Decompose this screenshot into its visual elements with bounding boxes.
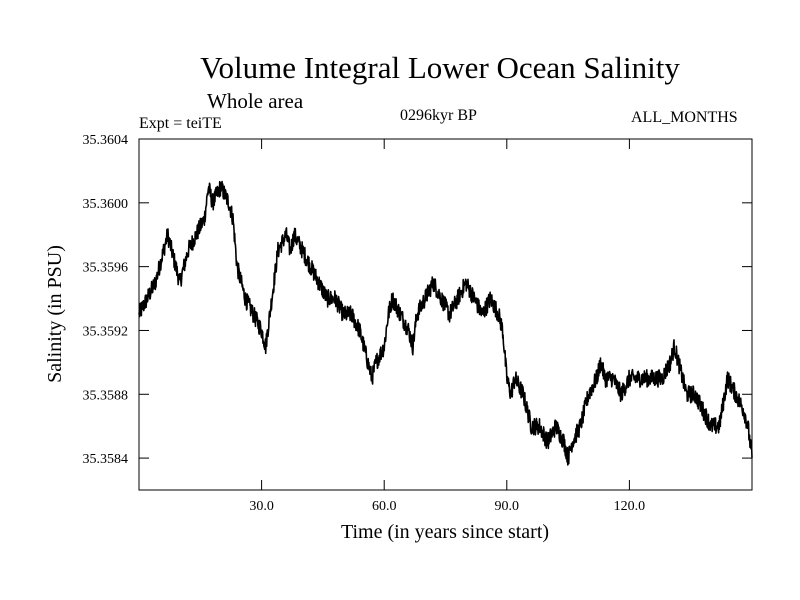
plot-frame bbox=[138, 138, 753, 491]
y-axis-label: Salinity (in PSU) bbox=[44, 245, 66, 383]
ticks-layer: 35.3584 35.3588 35.3592 35.3596 35.3600 35.36… bbox=[83, 133, 752, 514]
y-tick-label: 35.3600 bbox=[83, 197, 129, 212]
x-tick-label: 90.0 bbox=[495, 499, 520, 514]
x-tick-label: 30.0 bbox=[249, 499, 274, 514]
chart-subtitle: Whole area bbox=[207, 89, 304, 113]
x-axis-label: Time (in years since start) bbox=[341, 521, 549, 543]
series-line-salinity bbox=[138, 180, 753, 466]
y-tick-label: 35.3592 bbox=[83, 324, 129, 339]
months-label: ALL_MONTHS bbox=[631, 109, 738, 126]
chart-title: Volume Integral Lower Ocean Salinity bbox=[200, 50, 680, 85]
x-tick-label: 120.0 bbox=[614, 499, 646, 514]
y-tick-label: 35.3604 bbox=[83, 133, 129, 148]
x-tick-label: 60.0 bbox=[372, 499, 397, 514]
y-tick-label: 35.3584 bbox=[83, 452, 129, 467]
experiment-label: Expt = teiTE bbox=[139, 115, 222, 132]
series-layer bbox=[138, 180, 753, 466]
y-tick-label: 35.3596 bbox=[83, 261, 129, 276]
period-label: 0296kyr BP bbox=[400, 107, 477, 124]
y-tick-label: 35.3588 bbox=[83, 388, 129, 403]
